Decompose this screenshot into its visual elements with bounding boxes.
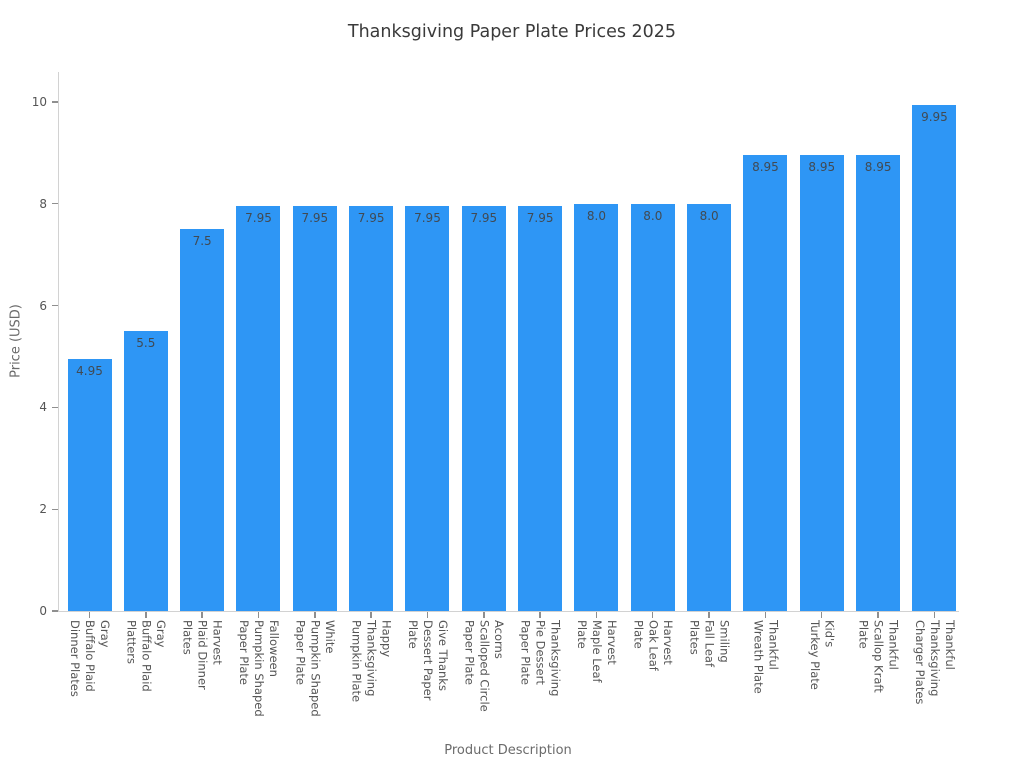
x-axis-tick [652,612,654,618]
x-axis-tick [764,612,767,618]
bar-value-label: 8.0 [586,208,607,223]
bar: 4.95 [67,359,112,611]
bar: 8.95 [799,155,844,611]
x-axis-tick-label: Thanksgiving Pie Dessert Paper Plate [518,620,563,697]
x-axis-tick [595,612,598,618]
y-axis-tick [52,508,58,510]
bar: 7.5 [180,229,225,611]
bar-value-label: 8.0 [699,208,719,223]
x-axis-tick-label: Thankful Thanksgiving Charger Plates [912,620,957,705]
bar: 7.95 [518,206,563,611]
bar-value-label: 8.0 [643,208,663,223]
bar-value-label: 9.95 [921,109,948,124]
x-axis-tick [821,612,823,618]
x-axis-tick-label: White Pumpkin Shaped Paper Plate [293,620,338,717]
x-axis-tick [201,612,203,618]
x-axis-tick [877,612,879,618]
bar-value-label: 7.95 [414,211,441,226]
bar: 8.0 [687,203,732,611]
x-axis-tick-label: Thankful Wreath Plate [751,620,781,694]
bar-value-label: 7.95 [245,211,272,226]
y-axis-tick-label: 0 [39,604,47,618]
x-axis-tick-label: Kid's Turkey Plate [807,620,837,690]
x-axis-tick-label: Thankful Scallop Kraft Plate [856,620,901,693]
bar-value-label: 4.95 [76,364,103,379]
x-axis-tick-label: Give Thanks Dessert Paper Plate [406,620,450,701]
x-axis-tick [370,612,372,618]
y-axis-tick [52,406,58,409]
y-axis-tick [52,101,58,103]
bar-value-label: 7.95 [470,211,498,226]
x-axis-tick-label: Happy Thanksgiving Pumpkin Plate [349,620,394,703]
y-axis-title: Price (USD) [8,304,24,378]
x-axis-tick [145,612,147,618]
plot-area: 0 2 4 6 8 10 4.95 Gray Buffalo Plaid Dinner Pla… [32,72,959,717]
y-axis-tick [52,203,58,205]
y-axis-tick-label: 4 [39,400,47,415]
x-axis-tick-label: Harvest Oak Leaf Plate [631,620,676,671]
x-axis-tick [708,612,710,618]
bar-value-label: 7.95 [301,211,329,226]
y-axis-tick-label: 8 [39,196,47,211]
x-axis-tick [257,612,260,618]
bar: 8.95 [856,155,901,611]
bar-value-label: 8.95 [752,160,779,175]
bar-value-label: 8.95 [864,160,892,175]
bar: 9.95 [912,104,957,611]
y-axis-tick [52,610,58,612]
x-axis-tick [933,612,936,618]
x-axis-tick-label: Harvest Plaid Dinner Plates [180,620,225,690]
x-axis-tick [539,612,541,618]
y-axis-tick-label: 2 [39,502,47,517]
x-axis-tick-label: Falloween Pumpkin Shaped Paper Plate [237,620,281,717]
x-axis-tick-label: Acorns Scalloped Circle Paper Plate [462,620,507,712]
bar: 7.95 [349,206,394,611]
x-axis-tick-label: Smiling Fall Leaf Plates [687,620,732,668]
bar-value-label: 8.95 [808,160,836,175]
bar: 8.0 [574,203,619,611]
bar: 7.95 [405,206,450,611]
x-axis-tick-label: Gray Buffalo Plaid Platters [124,620,169,692]
x-axis-tick [426,612,429,618]
x-axis-tick [88,612,91,618]
x-axis-tick-label: Harvest Maple Leaf Plate [575,620,619,683]
bar: 8.0 [630,203,675,611]
x-axis-title: Product Description [444,743,572,758]
bar-value-label: 7.5 [192,234,212,249]
y-axis-tick [52,304,58,307]
bar: 8.95 [743,155,788,611]
bar: 5.5 [123,331,168,611]
x-axis-tick-label: Gray Buffalo Plaid Dinner Plates [68,620,112,697]
x-axis-tick [483,612,485,618]
bar-value-label: 7.95 [357,211,385,226]
chart-title: Thanksgiving Paper Plate Prices 2025 [347,22,677,42]
bar: 7.95 [236,206,281,611]
bar-value-label: 5.5 [136,336,156,351]
bar-value-label: 7.95 [526,211,554,226]
y-axis-tick-label: 10 [31,95,47,109]
x-axis-tick [314,612,316,618]
bar: 7.95 [461,206,506,611]
bar: 7.95 [292,206,337,611]
y-axis-tick-label: 6 [39,298,47,313]
